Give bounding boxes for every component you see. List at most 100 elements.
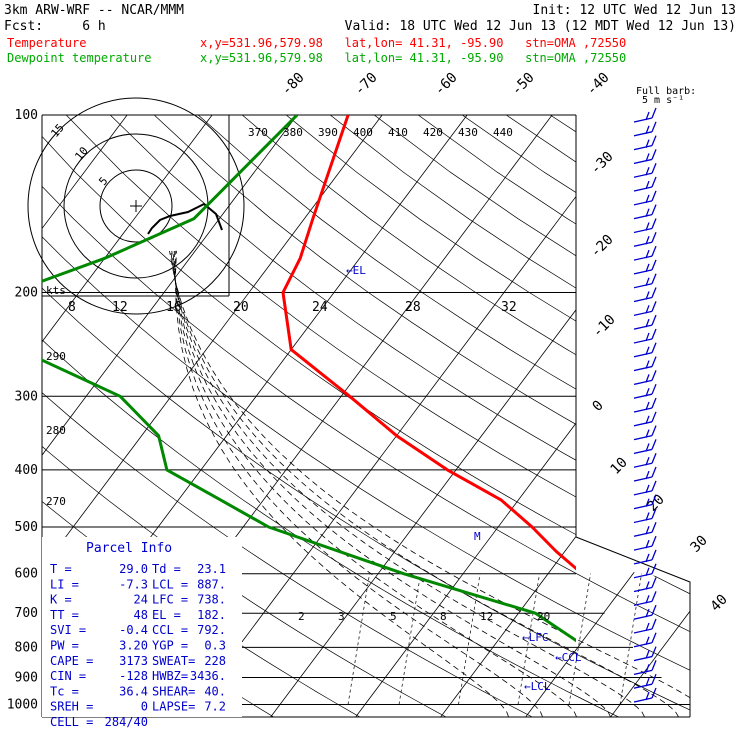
temperature-profile: [281, 115, 576, 571]
hodograph-speed-label: 12: [112, 300, 128, 315]
isotherm-label: 30: [688, 533, 711, 556]
wind-barb-flag: [645, 539, 650, 549]
wind-barb-flag: [645, 484, 650, 494]
wind-barb-flag: [651, 425, 657, 436]
wind-barb-staff: [633, 545, 653, 551]
legend-dewpoint-name: Dewpoint temperature: [7, 51, 152, 65]
isotherm-label: 0: [590, 398, 607, 415]
parcel-value: 23.1: [197, 562, 226, 576]
dry-adiabat-line: [197, 115, 690, 717]
dry-adiabat-line: [42, 115, 690, 717]
theta-label: 280: [46, 424, 66, 437]
right-border: [575, 115, 691, 717]
pressure-label: 300: [15, 389, 38, 404]
wind-barbs: [633, 107, 657, 703]
parcel-info-title: Parcel Info: [86, 541, 172, 556]
wind-barb-flag: [645, 415, 650, 425]
parcel-value: 792.: [197, 623, 226, 637]
wind-barb-staff: [633, 586, 653, 593]
wind-barb-flag: [645, 291, 650, 300]
mixing-ratio-label: 12: [480, 610, 493, 623]
wind-barb-staff: [633, 628, 653, 634]
parcel-value: 0.3: [204, 639, 226, 653]
valid-time: Valid: 18 UTC Wed 12 Jun 13 (12 MDT Wed …: [345, 19, 736, 34]
wind-barb-flag: [645, 374, 650, 383]
wind-barb: [633, 549, 657, 565]
mixing-ratio-line: [347, 573, 370, 705]
wind-barb: [633, 328, 657, 344]
wind-barb: [633, 218, 657, 234]
parcel-value: 3.20: [119, 639, 148, 653]
wind-barb-flag: [645, 125, 650, 135]
wind-barb-flag: [645, 512, 650, 521]
wind-barb-staff: [633, 407, 653, 413]
dry-adiabat-line: [594, 115, 690, 717]
parcel-value: -0.4: [119, 623, 148, 637]
theta-e-label: 410: [388, 126, 408, 139]
wind-barb-flag: [651, 342, 657, 354]
wind-barb-staff: [633, 131, 653, 137]
wind-barb-flag: [651, 466, 657, 478]
wind-barb-flag: [651, 259, 657, 271]
mixing-ratio-line: [568, 573, 591, 705]
wind-barb-flag: [651, 632, 657, 644]
wind-barb: [633, 660, 657, 676]
wind-barb-staff: [633, 338, 653, 344]
hodograph-ring-label: 10: [72, 144, 90, 163]
wind-barb-flag: [651, 494, 657, 505]
wind-barb-staff: [633, 614, 653, 620]
wind-barb: [633, 494, 657, 510]
pressure-label: 100: [15, 108, 38, 123]
wind-barb-flag: [645, 222, 650, 231]
wind-barb: [633, 176, 657, 192]
parcel-label: TT =: [50, 608, 79, 622]
hodograph-speed-label: 24: [312, 300, 328, 315]
dry-adiabat-line: [461, 115, 690, 717]
isotherm-line: [440, 115, 690, 717]
parcel-value: 24: [134, 593, 148, 607]
parcel-label: SVI =: [50, 623, 86, 637]
wind-barb-flag: [645, 677, 650, 687]
wind-barb-flag: [645, 332, 650, 342]
wind-barb-staff: [633, 559, 653, 565]
wind-barb-staff: [633, 324, 653, 330]
mixing-ratio-line: [398, 573, 421, 705]
wind-barb-flag: [645, 305, 650, 314]
full-barb-label: Full barb:: [636, 86, 696, 97]
wind-barb: [633, 259, 657, 275]
moist-adiabat-line: [173, 250, 577, 717]
wind-barb-flag: [645, 387, 650, 397]
theta-e-label: 380: [283, 126, 303, 139]
wind-barb: [633, 508, 657, 524]
parcel-label: T =: [50, 562, 72, 576]
wind-barb-flag: [651, 439, 657, 450]
wind-barb: [633, 632, 657, 648]
mixing-ratio-label: 3: [338, 610, 345, 623]
wind-barb-staff: [633, 283, 653, 289]
wind-barb-staff: [633, 365, 653, 372]
wind-barb-staff: [633, 462, 653, 468]
wind-barb-flag: [651, 190, 657, 202]
wind-barb: [633, 190, 657, 206]
wind-barb-flag: [645, 691, 650, 701]
mixing-ratio-line: [517, 573, 540, 705]
parcel-label: CAPE =: [50, 654, 93, 668]
parcel-value: 738.: [197, 593, 226, 607]
parcel-value: 40.: [204, 684, 226, 698]
parcel-value: 887.: [197, 577, 226, 591]
parcel-value: 228: [204, 654, 226, 668]
wind-barb-flag: [651, 577, 657, 588]
legend-temperature-name: Temperature: [7, 36, 86, 50]
parcel-label: LCL =: [152, 577, 188, 591]
wind-barb-flag: [645, 470, 650, 480]
wind-barb-staff: [633, 241, 653, 247]
isotherm-line: [42, 115, 213, 717]
wind-barb-staff: [633, 642, 653, 648]
parcel-label: CIN =: [50, 669, 86, 683]
isotherm-line: [42, 115, 43, 717]
wind-barb-flag: [645, 153, 650, 162]
wind-barb-staff: [633, 296, 653, 303]
parcel-value: 0: [141, 700, 148, 714]
dry-adiabat-line: [109, 115, 690, 717]
